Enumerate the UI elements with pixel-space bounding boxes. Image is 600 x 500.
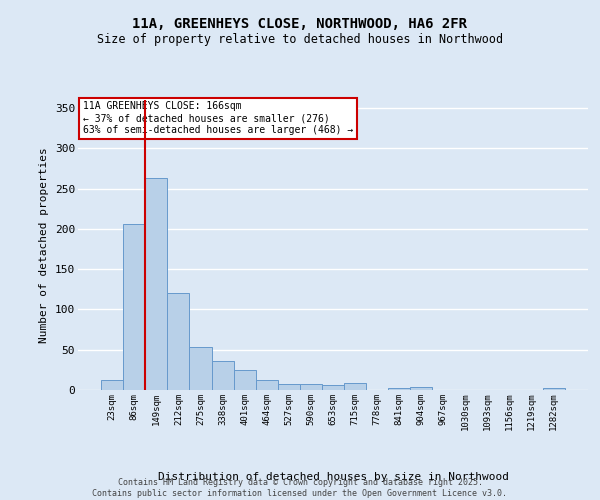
Text: Size of property relative to detached houses in Northwood: Size of property relative to detached ho…: [97, 32, 503, 46]
Y-axis label: Number of detached properties: Number of detached properties: [40, 147, 49, 343]
X-axis label: Distribution of detached houses by size in Northwood: Distribution of detached houses by size …: [157, 472, 509, 482]
Bar: [101, 380, 123, 390]
Bar: [233, 370, 256, 390]
Bar: [543, 388, 565, 390]
Bar: [300, 384, 322, 390]
Bar: [388, 388, 410, 390]
Bar: [167, 292, 190, 390]
Text: 11A, GREENHEYS CLOSE, NORTHWOOD, HA6 2FR: 11A, GREENHEYS CLOSE, NORTHWOOD, HA6 2FR: [133, 18, 467, 32]
Bar: [410, 387, 433, 390]
Text: 11A GREENHEYS CLOSE: 166sqm
← 37% of detached houses are smaller (276)
63% of se: 11A GREENHEYS CLOSE: 166sqm ← 37% of det…: [83, 102, 353, 134]
Bar: [344, 383, 366, 390]
Bar: [322, 385, 344, 390]
Bar: [212, 361, 233, 390]
Bar: [190, 346, 212, 390]
Text: Contains HM Land Registry data © Crown copyright and database right 2025.
Contai: Contains HM Land Registry data © Crown c…: [92, 478, 508, 498]
Bar: [123, 224, 145, 390]
Bar: [278, 384, 300, 390]
Bar: [145, 178, 167, 390]
Bar: [256, 380, 278, 390]
